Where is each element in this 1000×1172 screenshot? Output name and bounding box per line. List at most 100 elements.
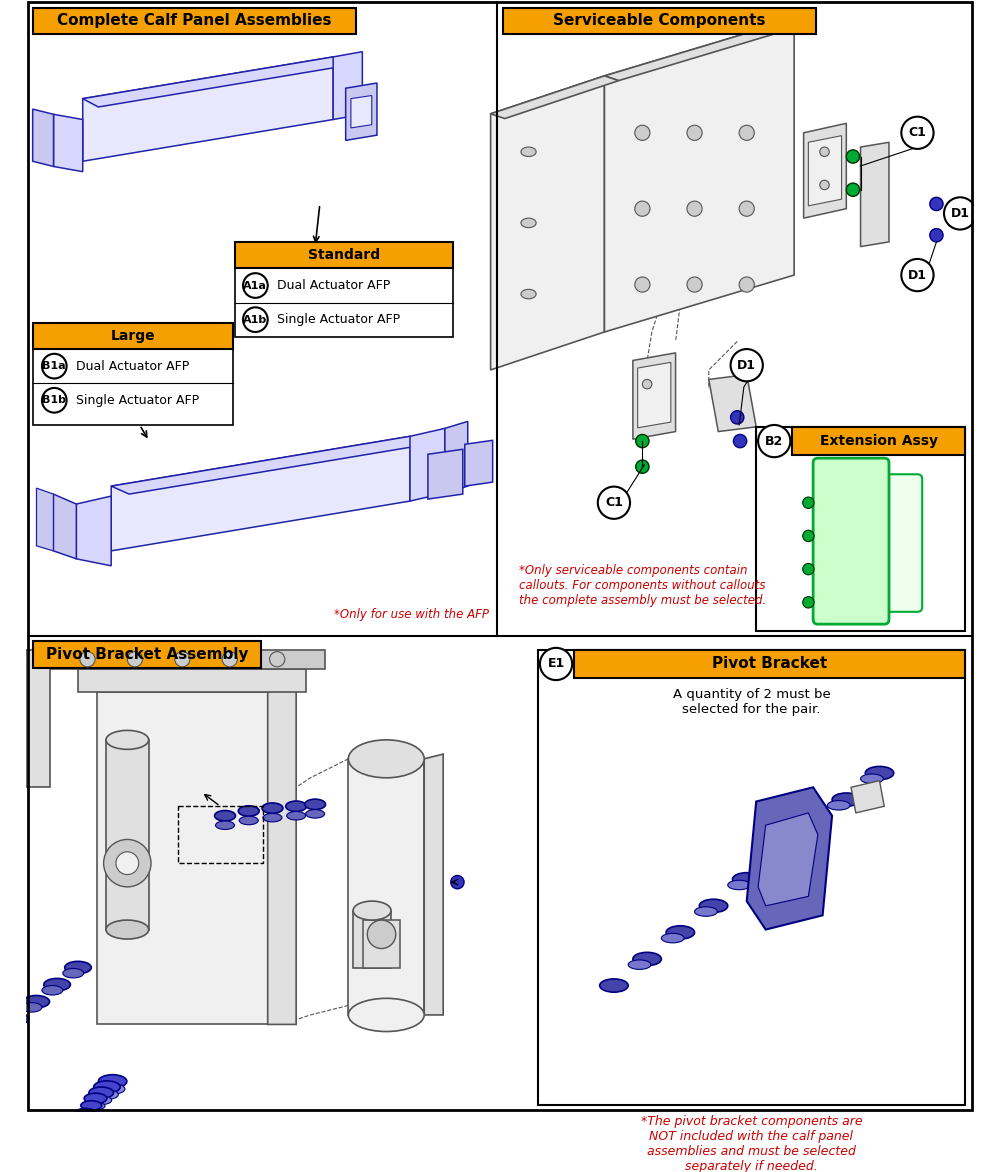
Polygon shape (346, 83, 377, 141)
Polygon shape (351, 96, 372, 128)
Circle shape (635, 277, 650, 292)
Polygon shape (709, 375, 756, 431)
Circle shape (598, 486, 630, 519)
Polygon shape (353, 911, 391, 968)
Text: Pivot Bracket Assembly: Pivot Bracket Assembly (46, 647, 248, 662)
Circle shape (739, 202, 754, 217)
Text: Single Actuator AFP: Single Actuator AFP (76, 394, 199, 407)
Bar (33, 641, 261, 668)
Text: C1: C1 (605, 496, 623, 509)
Ellipse shape (63, 968, 84, 977)
Bar (792, 427, 965, 455)
Ellipse shape (666, 926, 695, 939)
Ellipse shape (728, 880, 751, 890)
Ellipse shape (766, 846, 794, 859)
Bar (235, 241, 453, 336)
Circle shape (739, 277, 754, 292)
Ellipse shape (348, 740, 424, 778)
Ellipse shape (239, 816, 258, 825)
Polygon shape (97, 693, 268, 1024)
Ellipse shape (75, 1124, 88, 1129)
Polygon shape (348, 758, 424, 1015)
Circle shape (42, 354, 67, 379)
Polygon shape (410, 428, 445, 502)
Polygon shape (758, 813, 818, 906)
Text: Extension Assy: Extension Assy (820, 434, 938, 448)
Ellipse shape (73, 1115, 90, 1122)
Ellipse shape (65, 961, 91, 974)
Ellipse shape (521, 289, 536, 299)
Ellipse shape (91, 1096, 112, 1104)
Polygon shape (747, 788, 832, 929)
Text: Large: Large (111, 329, 155, 342)
Text: D1: D1 (908, 268, 927, 281)
Ellipse shape (94, 1081, 120, 1093)
Ellipse shape (827, 800, 850, 810)
Polygon shape (428, 449, 463, 499)
Text: Single Actuator AFP: Single Actuator AFP (277, 313, 400, 326)
Circle shape (687, 277, 702, 292)
Ellipse shape (661, 933, 684, 942)
Circle shape (731, 410, 744, 424)
Circle shape (930, 197, 943, 211)
Polygon shape (26, 649, 50, 788)
Circle shape (243, 273, 268, 298)
Ellipse shape (600, 979, 628, 993)
Ellipse shape (76, 1109, 95, 1117)
Polygon shape (33, 109, 54, 166)
Circle shape (846, 183, 860, 197)
Polygon shape (333, 52, 362, 120)
Ellipse shape (216, 820, 235, 830)
Polygon shape (106, 740, 149, 929)
Ellipse shape (628, 960, 651, 969)
Ellipse shape (305, 799, 326, 810)
Polygon shape (604, 19, 794, 332)
Text: *Only serviceable components contain
callouts. For components without callouts
t: *Only serviceable components contain cal… (519, 565, 766, 607)
Polygon shape (604, 19, 808, 81)
Text: D1: D1 (951, 207, 970, 220)
Ellipse shape (262, 803, 283, 813)
Polygon shape (424, 754, 443, 1015)
Circle shape (642, 380, 652, 389)
Ellipse shape (0, 1030, 8, 1042)
Ellipse shape (0, 1020, 21, 1029)
Ellipse shape (86, 1102, 105, 1110)
Circle shape (104, 839, 151, 887)
Bar (33, 322, 233, 349)
Ellipse shape (521, 146, 536, 157)
Circle shape (901, 117, 934, 149)
Polygon shape (53, 495, 76, 559)
Circle shape (930, 229, 943, 241)
Bar (574, 649, 965, 679)
Text: E1: E1 (547, 657, 565, 670)
Ellipse shape (861, 774, 883, 784)
Polygon shape (111, 436, 410, 551)
Bar (503, 7, 816, 34)
Ellipse shape (521, 218, 536, 227)
Circle shape (222, 652, 237, 667)
Circle shape (175, 652, 190, 667)
Bar (235, 241, 453, 268)
Ellipse shape (353, 901, 391, 920)
Ellipse shape (215, 811, 235, 820)
Circle shape (451, 875, 464, 888)
Ellipse shape (2, 1013, 29, 1024)
Polygon shape (633, 353, 676, 440)
Ellipse shape (286, 800, 307, 811)
Ellipse shape (794, 827, 817, 837)
Text: Dual Actuator AFP: Dual Actuator AFP (76, 360, 189, 373)
Circle shape (803, 564, 814, 574)
Polygon shape (491, 76, 619, 118)
FancyBboxPatch shape (813, 458, 889, 625)
Polygon shape (111, 436, 428, 495)
Polygon shape (363, 920, 400, 968)
Text: Dual Actuator AFP: Dual Actuator AFP (277, 279, 390, 292)
Text: Pivot Bracket: Pivot Bracket (712, 656, 827, 672)
Polygon shape (808, 136, 842, 206)
Ellipse shape (84, 1093, 107, 1104)
Circle shape (803, 597, 814, 608)
Ellipse shape (100, 1084, 125, 1095)
Circle shape (803, 530, 814, 541)
Polygon shape (78, 669, 306, 693)
Polygon shape (36, 488, 53, 551)
